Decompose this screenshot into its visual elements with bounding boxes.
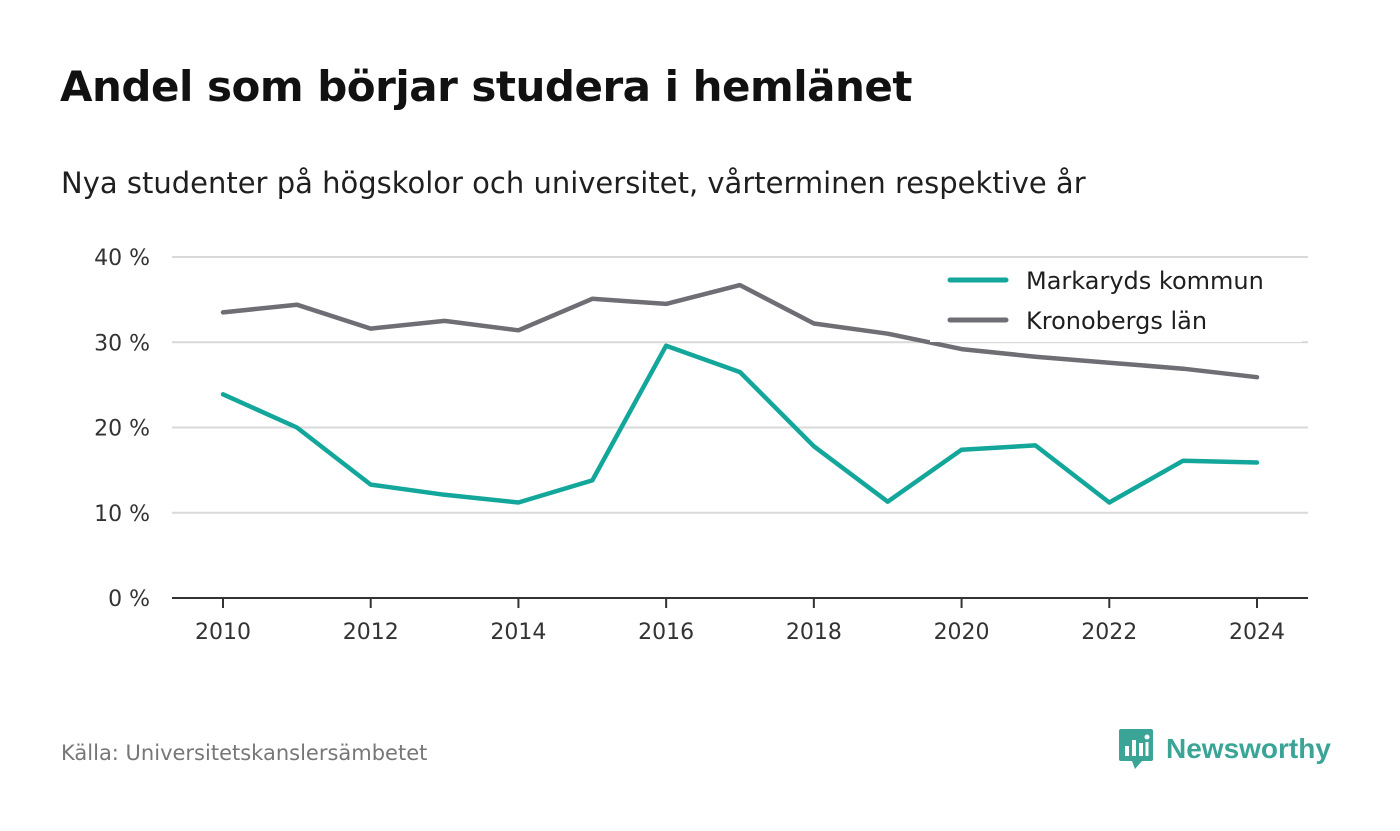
x-tick-label: 2018 xyxy=(786,620,842,645)
data-series xyxy=(220,282,1260,505)
series-line-kronobergs-lan xyxy=(220,282,1260,380)
legend-label: Kronobergs län xyxy=(1026,307,1207,335)
brand-logo[interactable]: Newsworthy xyxy=(1118,727,1331,771)
x-tick-label: 2014 xyxy=(490,620,546,645)
x-tick-label: 2020 xyxy=(934,620,990,645)
line-chart: 0 % 10 % 20 % 30 % 40 % 2010 2012 2014 2016 2018 2… xyxy=(94,246,1308,645)
x-tick-label: 2016 xyxy=(638,620,694,645)
legend-background xyxy=(930,258,1302,342)
chart-title: Andel som börjar studera i hemlänet xyxy=(60,62,913,111)
y-tick-label: 40 % xyxy=(94,246,150,271)
legend: Markaryds kommun Kronobergs län xyxy=(930,258,1302,342)
x-tick-label: 2024 xyxy=(1229,620,1285,645)
legend-label: Markaryds kommun xyxy=(1026,267,1264,295)
source-note: Källa: Universitetskanslersämbetet xyxy=(61,741,428,765)
brand-name: Newsworthy xyxy=(1166,733,1331,764)
y-tick-label: 0 % xyxy=(108,587,150,612)
y-tick-label: 20 % xyxy=(94,417,150,442)
grid-lines xyxy=(172,256,1308,514)
newsworthy-logo-icon xyxy=(1119,729,1153,769)
y-tick-label: 10 % xyxy=(94,502,150,527)
series-line-markaryds-kommun xyxy=(220,343,1260,505)
y-tick-label: 30 % xyxy=(94,331,150,356)
chart-subtitle: Nya studenter på högskolor och universit… xyxy=(61,166,1086,200)
x-tick-label: 2010 xyxy=(195,620,251,645)
x-tick-label: 2012 xyxy=(343,620,399,645)
x-tick-label: 2022 xyxy=(1081,620,1137,645)
axes: 0 % 10 % 20 % 30 % 40 % 2010 2012 2014 2016 2018 2… xyxy=(94,246,1308,645)
